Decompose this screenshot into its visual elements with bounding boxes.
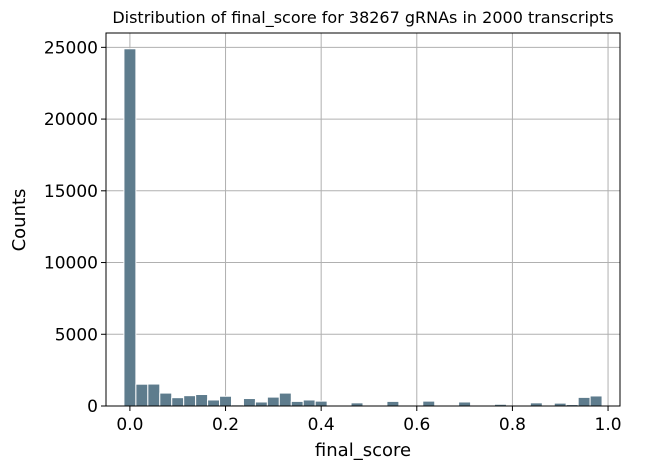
y-tick-label: 10000 bbox=[44, 254, 98, 274]
histogram-bar bbox=[458, 401, 472, 407]
histogram-bar bbox=[422, 400, 436, 407]
histogram-bar bbox=[242, 398, 256, 407]
histogram-bar bbox=[195, 394, 209, 407]
x-tick-label: 0.0 bbox=[116, 415, 143, 435]
histogram-bar bbox=[159, 392, 173, 407]
y-tick-label: 5000 bbox=[55, 325, 98, 345]
histogram-bar bbox=[183, 395, 197, 407]
ticks: 0.0 0.2 0.4 0.6 0.8 1.0 0 5000 10000 15000 20000 25… bbox=[44, 38, 622, 435]
histogram-bar bbox=[123, 48, 137, 407]
histogram-bar bbox=[577, 396, 591, 407]
histogram-bar bbox=[314, 400, 328, 407]
histogram-bar bbox=[278, 392, 292, 407]
y-axis-label: Counts bbox=[9, 189, 30, 252]
bars bbox=[123, 48, 603, 407]
histogram-bar bbox=[589, 395, 603, 407]
y-tick-label: 15000 bbox=[44, 182, 98, 202]
histogram-bar bbox=[254, 401, 268, 407]
histogram-bar bbox=[207, 399, 221, 407]
plot-frame bbox=[105, 32, 621, 407]
histogram-bar bbox=[266, 396, 280, 407]
histogram-bar bbox=[386, 400, 400, 407]
x-tick-label: 0.4 bbox=[308, 415, 335, 435]
y-tick-label: 0 bbox=[87, 397, 98, 417]
x-tick-label: 0.2 bbox=[212, 415, 239, 435]
histogram-bar bbox=[302, 399, 316, 407]
histogram-bar bbox=[290, 400, 304, 407]
y-tick-label: 20000 bbox=[44, 110, 98, 130]
histogram-bar bbox=[147, 383, 161, 407]
x-axis-label: final_score bbox=[315, 440, 411, 461]
chart-title: Distribution of final_score for 38267 gR… bbox=[112, 8, 613, 28]
x-tick-label: 0.8 bbox=[499, 415, 526, 435]
histogram-bar bbox=[171, 397, 185, 407]
histogram-bar bbox=[135, 383, 149, 407]
axes bbox=[105, 32, 621, 407]
y-tick-label: 25000 bbox=[44, 38, 98, 58]
grid bbox=[106, 33, 620, 407]
histogram-bar bbox=[219, 395, 233, 407]
x-tick-label: 0.6 bbox=[403, 415, 430, 435]
x-tick-label: 1.0 bbox=[595, 415, 622, 435]
